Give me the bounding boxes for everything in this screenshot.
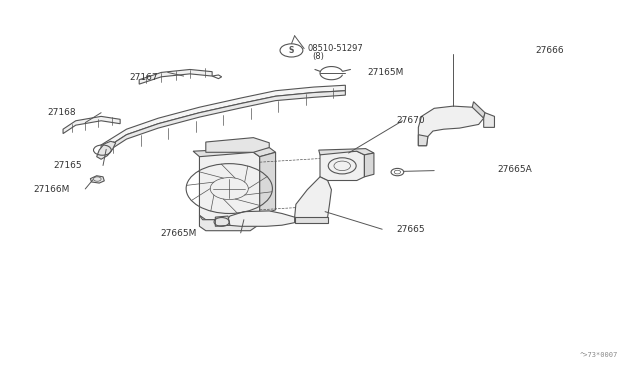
Text: 27670: 27670 (396, 116, 425, 125)
Text: 27666: 27666 (536, 46, 564, 55)
Text: 08510-51297: 08510-51297 (307, 44, 363, 53)
Polygon shape (364, 153, 374, 177)
Polygon shape (101, 91, 346, 155)
Polygon shape (206, 138, 269, 152)
Polygon shape (139, 70, 212, 84)
Polygon shape (320, 151, 364, 180)
Polygon shape (215, 216, 230, 226)
Polygon shape (200, 152, 260, 220)
Polygon shape (225, 211, 294, 226)
Text: 27165M: 27165M (367, 68, 404, 77)
Polygon shape (472, 102, 485, 118)
Polygon shape (294, 217, 328, 223)
Text: 27168: 27168 (47, 108, 76, 117)
Text: (8): (8) (312, 52, 324, 61)
Polygon shape (97, 141, 116, 159)
Polygon shape (260, 152, 276, 215)
Text: 27166M: 27166M (33, 185, 69, 194)
Polygon shape (63, 116, 120, 134)
Text: 27665M: 27665M (160, 229, 196, 238)
Polygon shape (419, 106, 484, 146)
Polygon shape (200, 215, 260, 231)
Polygon shape (319, 149, 374, 155)
Polygon shape (90, 176, 104, 183)
Text: 27665: 27665 (396, 225, 425, 234)
Polygon shape (419, 135, 428, 146)
Polygon shape (193, 148, 276, 157)
Text: 27167: 27167 (129, 73, 158, 83)
Text: 27665A: 27665A (498, 165, 532, 174)
Circle shape (280, 44, 303, 57)
Polygon shape (484, 113, 495, 127)
Polygon shape (294, 177, 332, 220)
Text: S: S (289, 46, 294, 55)
Text: 27165: 27165 (54, 161, 82, 170)
Polygon shape (101, 85, 346, 151)
Text: ^>73*0007: ^>73*0007 (580, 352, 618, 358)
